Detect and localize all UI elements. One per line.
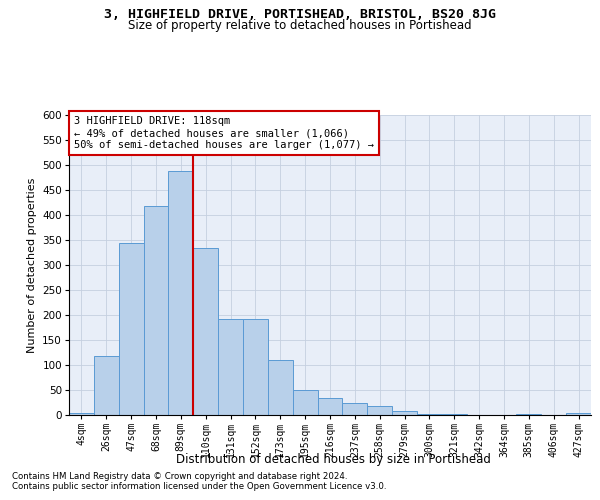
Bar <box>268 360 293 415</box>
Bar <box>119 242 143 415</box>
Bar <box>566 413 591 415</box>
Text: Contains HM Land Registry data © Crown copyright and database right 2024.: Contains HM Land Registry data © Crown c… <box>12 472 347 481</box>
Bar <box>491 414 517 415</box>
Text: Distribution of detached houses by size in Portishead: Distribution of detached houses by size … <box>176 452 490 466</box>
Bar <box>541 414 566 415</box>
Bar <box>69 412 94 415</box>
Text: Contains public sector information licensed under the Open Government Licence v3: Contains public sector information licen… <box>12 482 386 491</box>
Bar <box>193 248 218 415</box>
Bar <box>293 390 317 415</box>
Bar <box>343 402 367 415</box>
Y-axis label: Number of detached properties: Number of detached properties <box>27 178 37 352</box>
Text: 3 HIGHFIELD DRIVE: 118sqm
← 49% of detached houses are smaller (1,066)
50% of se: 3 HIGHFIELD DRIVE: 118sqm ← 49% of detac… <box>74 116 374 150</box>
Bar <box>442 414 467 415</box>
Bar <box>367 406 392 415</box>
Bar <box>94 356 119 415</box>
Bar <box>218 318 243 415</box>
Bar <box>467 414 491 415</box>
Bar <box>517 414 541 415</box>
Bar <box>317 398 343 415</box>
Bar <box>169 171 193 415</box>
Text: Size of property relative to detached houses in Portishead: Size of property relative to detached ho… <box>128 19 472 32</box>
Bar <box>417 414 442 415</box>
Bar <box>143 206 169 415</box>
Text: 3, HIGHFIELD DRIVE, PORTISHEAD, BRISTOL, BS20 8JG: 3, HIGHFIELD DRIVE, PORTISHEAD, BRISTOL,… <box>104 8 496 20</box>
Bar <box>243 318 268 415</box>
Bar <box>392 411 417 415</box>
